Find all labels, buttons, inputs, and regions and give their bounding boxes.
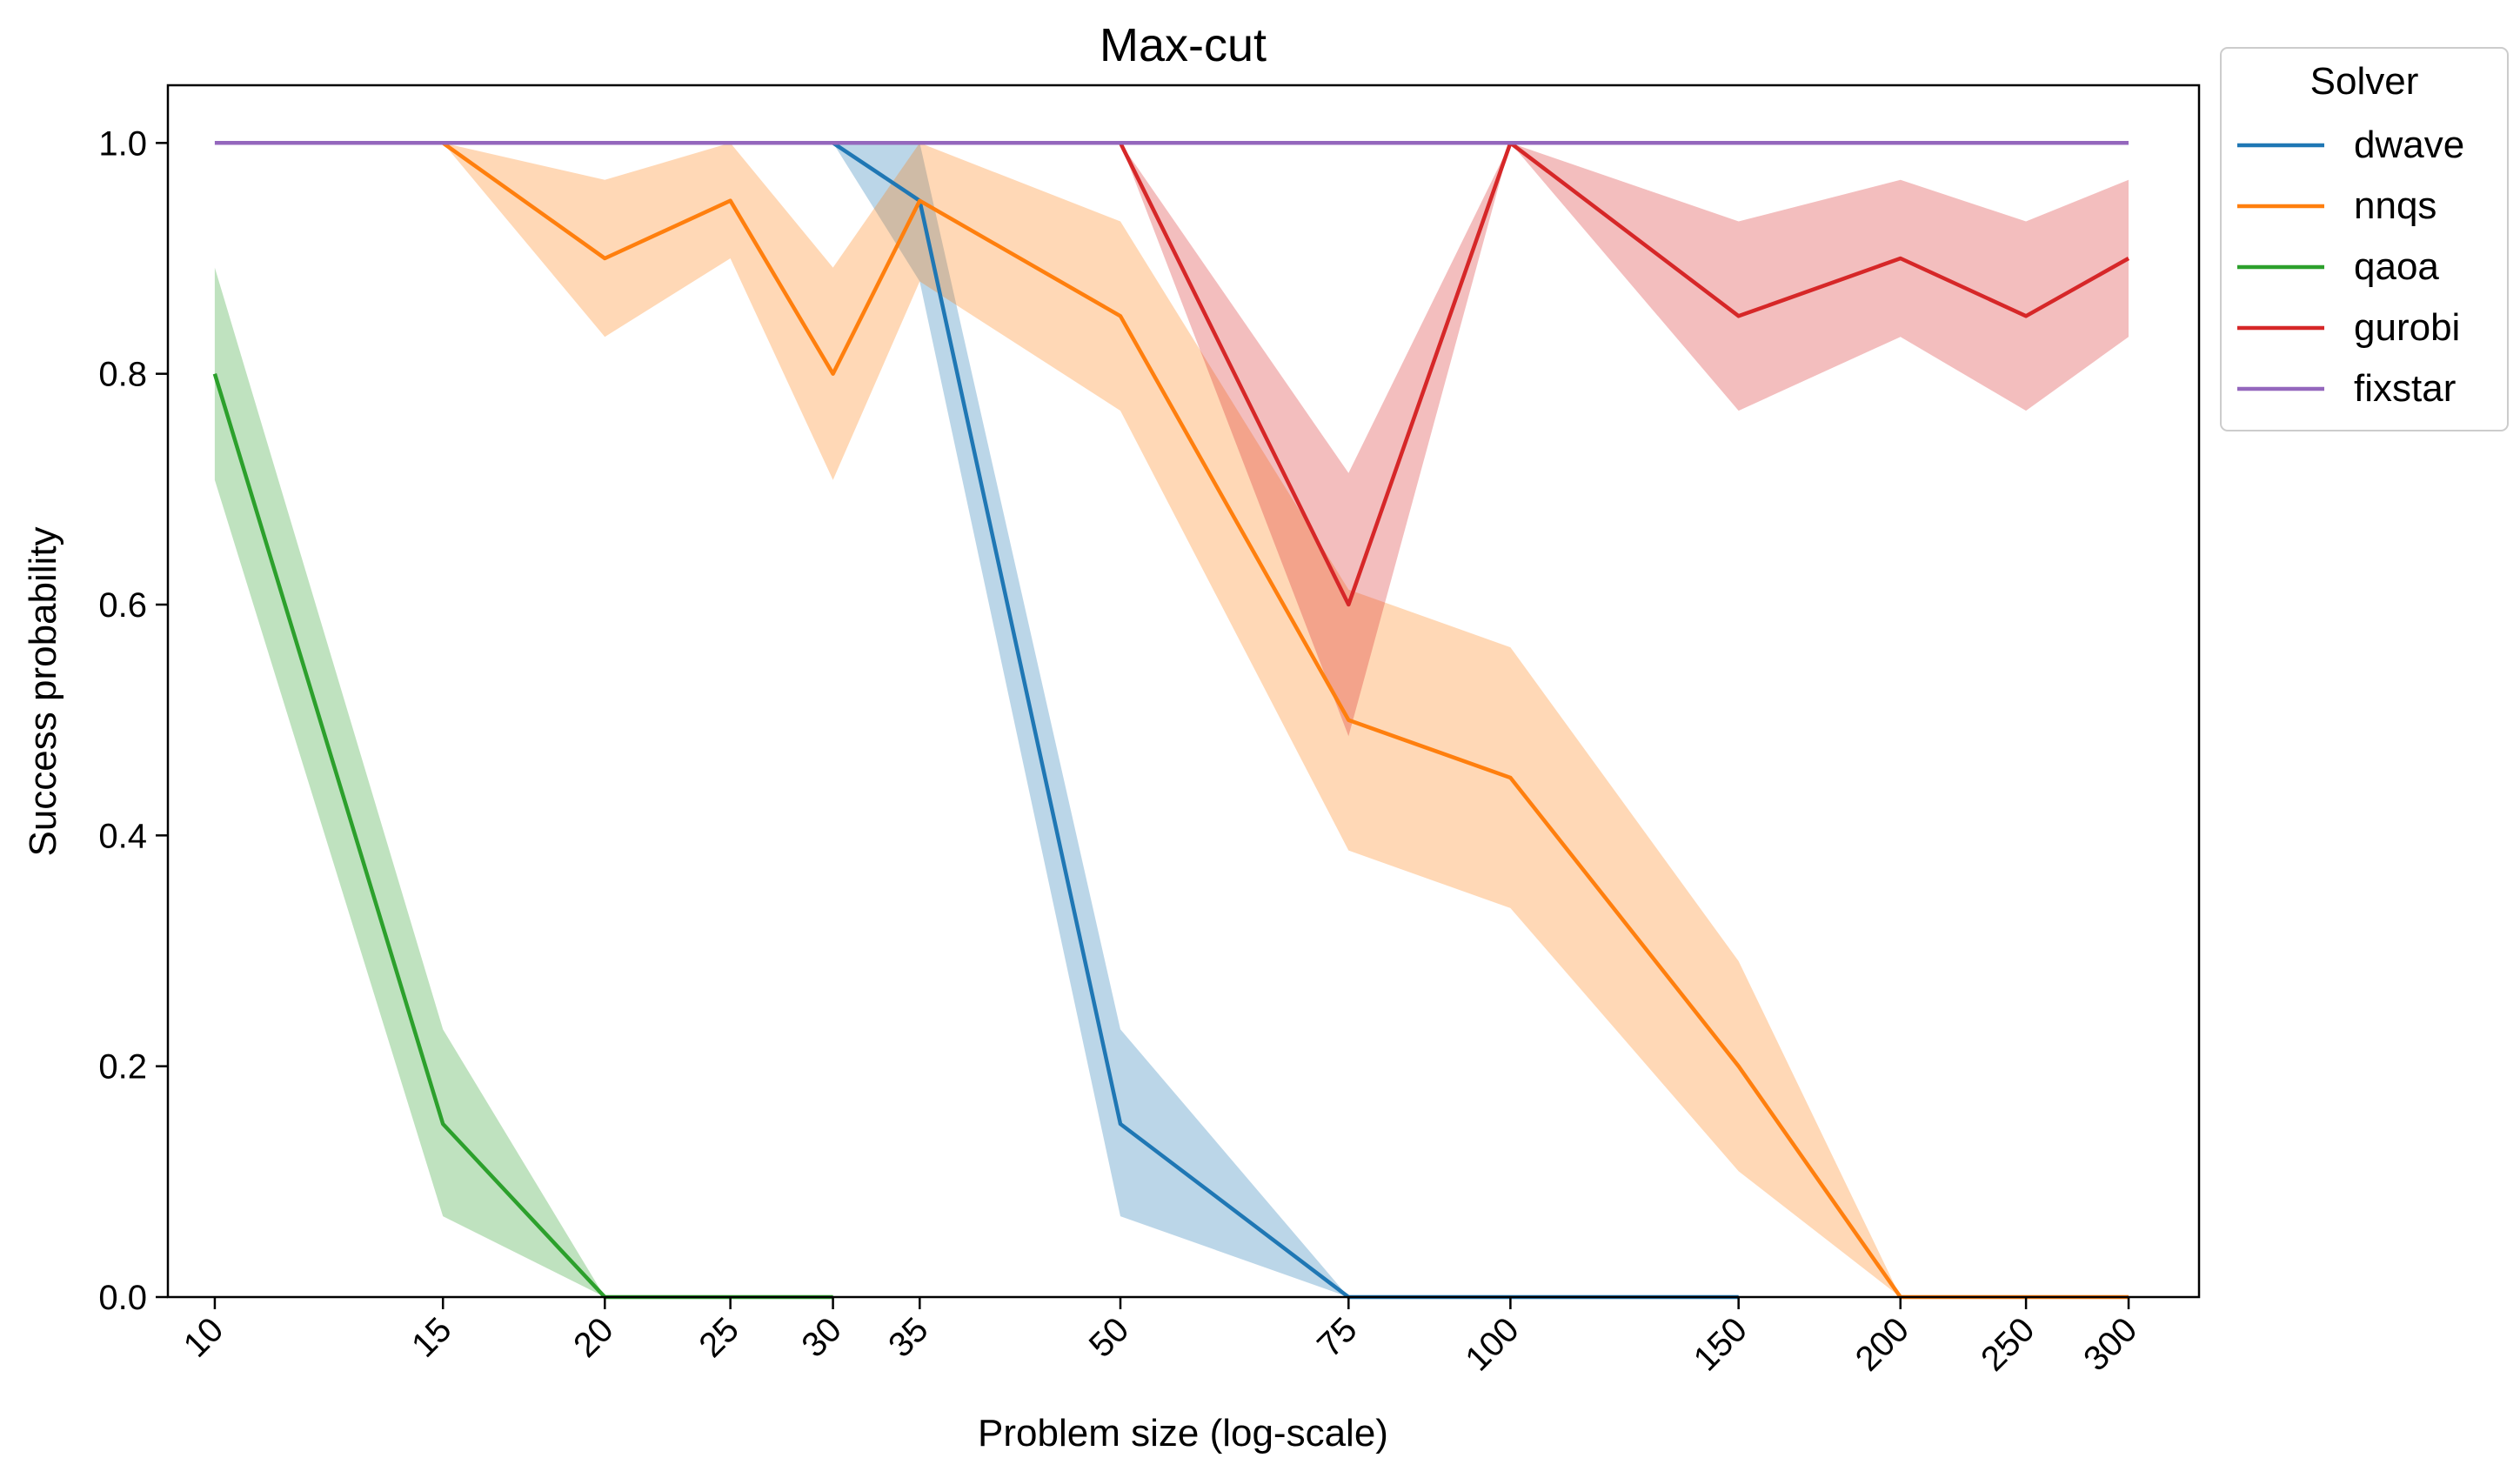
plot-frame — [166, 84, 2201, 1299]
x-tick-label: 35 — [881, 1310, 936, 1365]
x-tick-label: 20 — [566, 1310, 621, 1365]
y-tick-label: 0.6 — [98, 586, 147, 625]
legend-items: dwave nnqs qaoa gurobi fixstar — [2237, 124, 2464, 410]
x-tick-label: 50 — [1082, 1310, 1137, 1365]
confidence-bands — [214, 143, 2129, 1298]
y-tick-label: 1.0 — [98, 124, 147, 163]
x-axis-ticks: 10 15 20 25 30 35 50 75 100 150 200 250 300 — [177, 1297, 2144, 1379]
series-line-gurobi — [1118, 141, 2130, 607]
y-tick-label: 0.4 — [98, 817, 147, 855]
x-tick-label: 150 — [1687, 1310, 1755, 1378]
chart-title: Max-cut — [1100, 19, 1267, 71]
x-tick-label: 250 — [1974, 1310, 2042, 1378]
band-nnqs — [443, 143, 2129, 1297]
x-tick-label: 300 — [2076, 1310, 2144, 1378]
x-tick-label: 15 — [404, 1310, 459, 1365]
band-dwave — [832, 143, 1739, 1297]
x-tick-label: 75 — [1310, 1310, 1365, 1365]
y-tick-label: 0.8 — [98, 356, 147, 394]
legend-label-qaoa: qaoa — [2354, 245, 2439, 288]
x-tick-label: 200 — [1848, 1310, 1916, 1378]
y-axis-label: Success probability — [22, 526, 64, 856]
x-axis-label: Problem size (log-scale) — [978, 1412, 1388, 1455]
legend: Solver dwave nnqs qaoa gurobi fixstar — [2220, 47, 2509, 431]
legend-label-fixstar: fixstar — [2354, 367, 2456, 410]
band-qaoa — [214, 267, 833, 1298]
legend-label-dwave: dwave — [2354, 124, 2464, 166]
x-tick-label: 100 — [1458, 1310, 1526, 1378]
y-tick-label: 0.0 — [98, 1279, 147, 1317]
band-gurobi — [1120, 143, 2129, 737]
y-tick-label: 0.2 — [98, 1048, 147, 1087]
legend-label-nnqs: nnqs — [2354, 184, 2436, 227]
x-tick-label: 25 — [692, 1310, 746, 1365]
y-axis-ticks: 0.0 0.2 0.4 0.6 0.8 1.0 — [98, 124, 168, 1317]
x-tick-label: 30 — [794, 1310, 849, 1365]
series-line-qaoa — [212, 373, 833, 1300]
legend-label-gurobi: gurobi — [2354, 306, 2460, 349]
legend-title: Solver — [2310, 60, 2419, 103]
x-tick-label: 10 — [177, 1310, 231, 1365]
